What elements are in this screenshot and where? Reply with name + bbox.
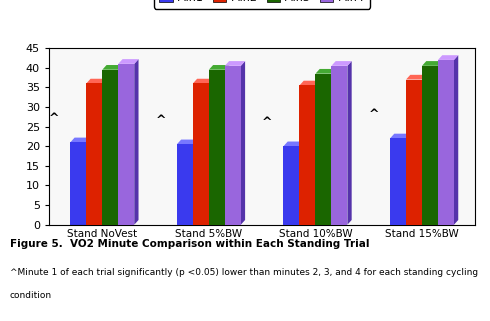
Polygon shape xyxy=(316,81,319,225)
Text: Figure 5.  VO2 Minute Comparison within Each Standing Trial: Figure 5. VO2 Minute Comparison within E… xyxy=(10,239,369,249)
Bar xyxy=(422,66,438,225)
Bar xyxy=(193,83,209,225)
Polygon shape xyxy=(118,65,122,225)
Bar xyxy=(316,74,331,225)
Polygon shape xyxy=(177,140,197,144)
Polygon shape xyxy=(134,59,139,225)
Polygon shape xyxy=(86,138,91,225)
Bar xyxy=(209,70,225,225)
Text: ^: ^ xyxy=(262,116,273,129)
Polygon shape xyxy=(283,142,304,146)
Polygon shape xyxy=(102,65,122,70)
Bar xyxy=(331,66,347,225)
Polygon shape xyxy=(299,81,319,85)
Polygon shape xyxy=(86,79,106,83)
Polygon shape xyxy=(209,65,229,70)
Polygon shape xyxy=(406,134,410,225)
Polygon shape xyxy=(225,61,245,66)
Bar xyxy=(438,60,454,225)
Polygon shape xyxy=(406,75,426,80)
Bar xyxy=(71,142,86,225)
Polygon shape xyxy=(331,61,352,66)
Bar xyxy=(283,146,299,225)
Legend: Min1, Min2, Min3, Min4: Min1, Min2, Min3, Min4 xyxy=(154,0,370,8)
Polygon shape xyxy=(118,59,139,64)
Polygon shape xyxy=(102,79,106,225)
Polygon shape xyxy=(71,138,91,142)
Text: ^: ^ xyxy=(369,108,379,121)
Bar xyxy=(390,138,406,225)
Text: ^Minute 1 of each trial significantly (p <0.05) lower than minutes 2, 3, and 4 f: ^Minute 1 of each trial significantly (p… xyxy=(10,268,478,277)
Polygon shape xyxy=(193,79,213,83)
Polygon shape xyxy=(390,134,410,138)
Text: condition: condition xyxy=(10,291,52,299)
Bar xyxy=(118,64,134,225)
Bar xyxy=(86,83,102,225)
Bar xyxy=(177,144,193,225)
Polygon shape xyxy=(347,61,352,225)
Bar xyxy=(102,70,118,225)
Polygon shape xyxy=(438,55,458,60)
Polygon shape xyxy=(454,55,458,225)
Polygon shape xyxy=(422,61,442,66)
Polygon shape xyxy=(438,61,442,225)
Polygon shape xyxy=(193,140,197,225)
Polygon shape xyxy=(299,142,304,225)
Polygon shape xyxy=(331,69,336,225)
Polygon shape xyxy=(241,61,245,225)
Bar xyxy=(225,66,241,225)
Bar xyxy=(406,80,422,225)
Polygon shape xyxy=(422,75,426,225)
Text: ^: ^ xyxy=(49,112,60,125)
Bar xyxy=(299,85,316,225)
Text: ^: ^ xyxy=(156,114,166,126)
Polygon shape xyxy=(316,69,336,74)
Polygon shape xyxy=(225,65,229,225)
Polygon shape xyxy=(209,79,213,225)
